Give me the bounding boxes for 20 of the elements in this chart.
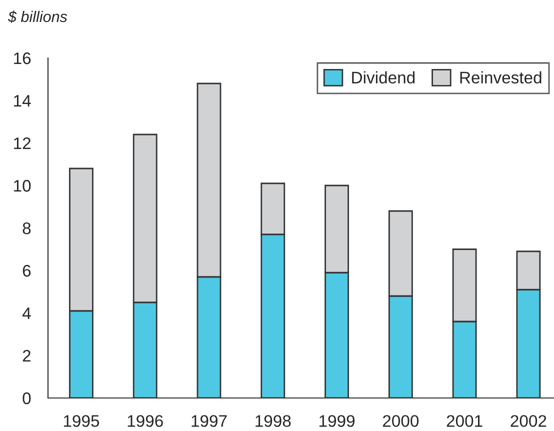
x-tick-label: 1996 [128,415,163,427]
x-tick-label: 2000 [382,415,419,427]
y-tick-label: 12 [14,137,30,150]
y-tick-label: 8 [22,222,31,234]
y-tick-label: 14 [14,95,31,107]
y-tick-label: 16 [14,52,31,64]
y-tick-label: 4 [22,308,31,320]
x-tick-label: 2001 [446,415,482,427]
y-tick-label: 2 [22,350,30,362]
y-tick-label: 10 [14,180,31,192]
legend-label: Dividend [352,71,415,84]
x-tick-label: 1997 [192,415,227,427]
x-tick-label: 1999 [320,415,355,427]
y-tick-label: 0 [22,392,31,404]
x-tick-label: 2002 [510,415,546,427]
y-tick-label: 6 [22,264,31,277]
y-axis-title: $ billions [8,10,68,23]
x-tick-label: 1995 [64,415,100,427]
x-tick-label: 1998 [256,415,291,427]
legend-label: Reinvested [460,71,542,84]
